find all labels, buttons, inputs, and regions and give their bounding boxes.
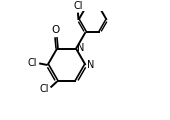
Text: O: O <box>52 25 60 35</box>
Text: N: N <box>77 43 84 53</box>
Text: Cl: Cl <box>28 58 37 68</box>
Text: N: N <box>87 60 94 70</box>
Text: Cl: Cl <box>39 84 49 94</box>
Text: Cl: Cl <box>73 1 83 11</box>
